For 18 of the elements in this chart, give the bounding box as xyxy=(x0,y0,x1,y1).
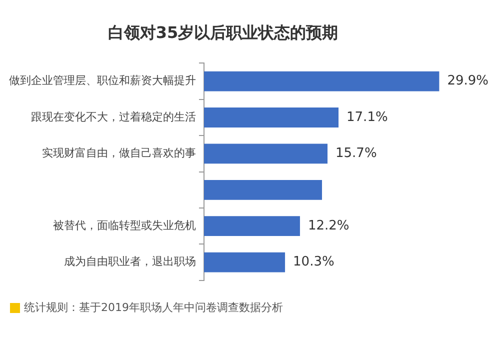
bar xyxy=(204,252,286,272)
y-tick-label: 成为自由职业者，退出职场 xyxy=(64,255,196,268)
data-label: 17.1% xyxy=(346,110,388,125)
bar xyxy=(204,144,328,164)
y-tick-label: 做到企业管理层、职位和薪资大幅提升 xyxy=(9,74,196,88)
data-label: 29.9% xyxy=(447,74,489,89)
y-tick-label: 跟现在变化不大，过着稳定的生活 xyxy=(31,110,196,124)
bar xyxy=(204,71,440,92)
data-label: 12.2% xyxy=(308,218,350,234)
bar xyxy=(204,216,300,236)
y-tick-label: 被替代，面临转型或失业危机 xyxy=(53,218,196,232)
data-label: 10.3% xyxy=(293,254,334,270)
bar xyxy=(204,180,322,200)
text: 统计规则：基于2019年职场人年中问卷调查数据分析 xyxy=(24,300,283,315)
bar xyxy=(204,108,339,128)
y-tick-label: 实现财富自由，做自己喜欢的事 xyxy=(42,146,196,160)
chart-title: 白领对35岁以后职业状态的预期 xyxy=(108,22,338,42)
data-label: 15.7% xyxy=(336,146,377,162)
